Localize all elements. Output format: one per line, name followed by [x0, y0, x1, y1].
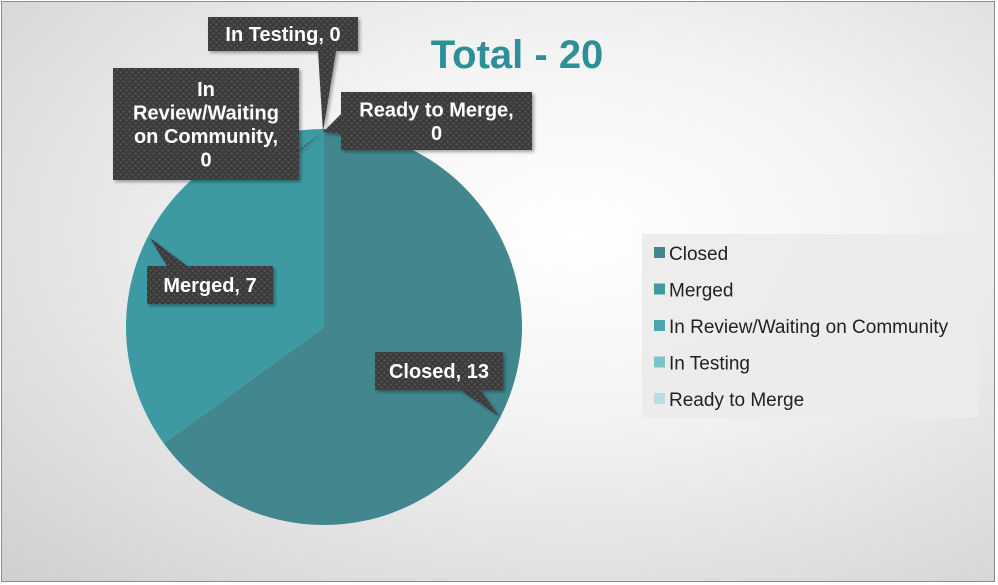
- data-label-pointer: [292, 132, 323, 157]
- legend-label-merged: Merged: [669, 281, 733, 302]
- legend-label-in-review-waiting-on-community: In Review/Waiting on Community: [669, 317, 949, 338]
- legend-box: [642, 234, 979, 418]
- data-label-merged: Merged, 7: [147, 238, 273, 304]
- pie-slices: [125, 129, 522, 525]
- data-label-pointer: [318, 51, 336, 132]
- legend-swatch-ready-to-merge: [654, 393, 665, 404]
- data-label-pointer: [460, 390, 499, 416]
- legend-swatch-in-testing: [654, 356, 665, 368]
- data-label-box: [113, 68, 299, 180]
- legend-label-ready-to-merge: Ready to Merge: [669, 390, 804, 411]
- legend-swatch-closed: [654, 247, 665, 258]
- legend-swatch-merged: [654, 283, 665, 295]
- chart-title: Total - 20: [431, 33, 604, 77]
- data-label-in-testing: In Testing, 0: [208, 17, 358, 132]
- data-label-pointer: [150, 238, 187, 266]
- legend-swatch-in-review-waiting-on-community: [654, 320, 665, 331]
- data-label-text: Closed, 13: [389, 361, 489, 383]
- legend-label-closed: Closed: [669, 244, 728, 265]
- data-label-box: [208, 17, 358, 51]
- data-label-text: Ready to Merge,: [359, 99, 513, 121]
- data-label-text: on Community,: [134, 126, 278, 148]
- data-label-ready-to-merge: Ready to Merge,0: [323, 92, 532, 150]
- data-label-closed: Closed, 13: [375, 352, 503, 416]
- data-label-text: 0: [200, 149, 211, 171]
- data-label-text: Review/Waiting: [133, 102, 279, 124]
- data-label-text: Merged, 7: [163, 275, 256, 297]
- legend-label-in-testing: In Testing: [669, 354, 750, 375]
- data-label-pointer: [323, 114, 341, 134]
- data-label-text: In: [197, 79, 215, 101]
- pie-slice-closed: [163, 129, 522, 525]
- legend: Closed Merged In Review/Waiting on Communi…: [642, 234, 979, 418]
- data-label-box: [341, 92, 532, 150]
- data-label-box: [147, 266, 273, 304]
- data-label-box: [375, 352, 503, 390]
- data-label-text: In Testing, 0: [225, 24, 340, 46]
- data-label-text: 0: [431, 123, 442, 145]
